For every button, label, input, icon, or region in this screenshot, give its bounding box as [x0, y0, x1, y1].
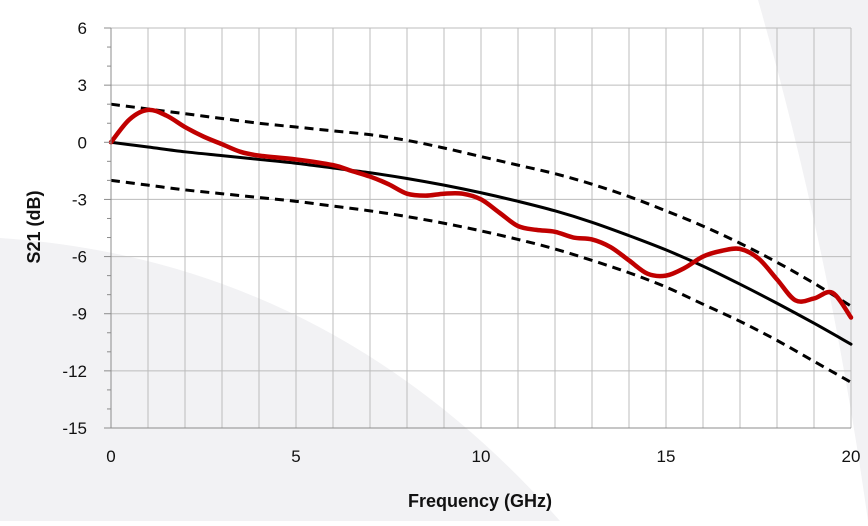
tick-labels: 6 3 0 -3 -6 -9 -12 -15 0 5 10 15 20 — [62, 19, 860, 466]
y-tick-label: -6 — [72, 248, 87, 267]
grid-lines — [110, 27, 852, 429]
y-tick-label: 6 — [78, 19, 87, 38]
y-tick-label: -12 — [62, 362, 87, 381]
y-tick-label: 0 — [78, 133, 87, 152]
y-tick-label: -9 — [72, 305, 87, 324]
nominal-solid-line — [109, 140, 853, 346]
x-axis-title: Frequency (GHz) — [408, 491, 552, 511]
upper-limit-dashed-line — [110, 102, 852, 308]
x-tick-label: 15 — [657, 447, 676, 466]
y-axis-title: S21 (dB) — [24, 190, 44, 263]
y-tick-label: -15 — [62, 419, 87, 438]
series-group — [108, 102, 854, 384]
lower-limit-dashed-line — [110, 178, 852, 384]
x-tick-label: 10 — [472, 447, 491, 466]
x-tick-label: 0 — [106, 447, 115, 466]
measured-s21-line — [108, 107, 854, 320]
y-tick-label: -3 — [72, 190, 87, 209]
axes — [104, 27, 851, 429]
y-tick-label: 3 — [78, 76, 87, 95]
x-tick-label: 20 — [842, 447, 861, 466]
x-tick-label: 5 — [291, 447, 300, 466]
